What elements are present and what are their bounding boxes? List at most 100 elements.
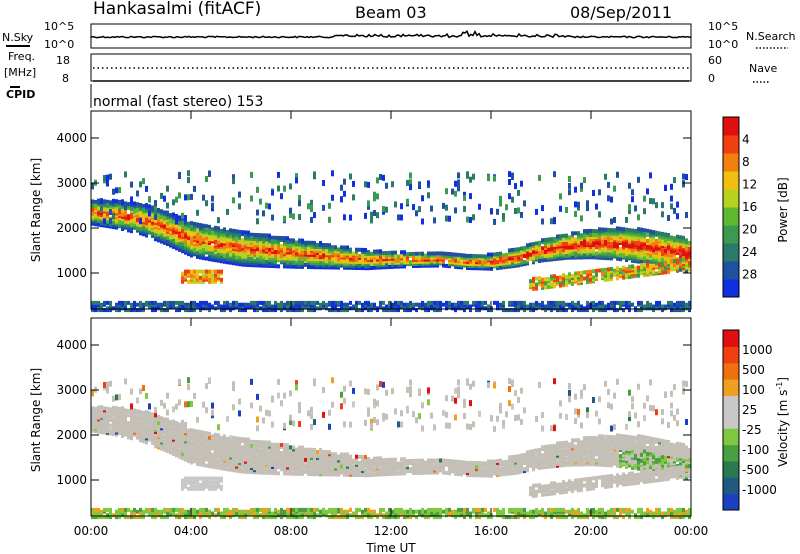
power-cell <box>148 300 151 305</box>
power-cell <box>178 235 181 240</box>
power-cell <box>250 259 253 264</box>
velocity-cell <box>133 511 136 516</box>
power-cell <box>685 252 688 257</box>
power-cell <box>610 300 613 305</box>
power-cell <box>346 265 349 270</box>
power-cell <box>256 257 259 262</box>
power-cell <box>394 254 397 259</box>
power-cell <box>217 226 220 231</box>
power-cell <box>601 255 604 260</box>
noise-sky-series <box>90 29 692 39</box>
power-cell <box>628 236 631 241</box>
power-cell <box>295 256 298 261</box>
power-cell <box>421 300 424 305</box>
power-cell <box>652 230 655 235</box>
power-cell <box>223 304 226 309</box>
velocity-cell <box>307 447 310 452</box>
velocity-cell <box>283 422 286 429</box>
power-cell <box>391 302 394 307</box>
power-cell <box>469 217 472 223</box>
power-cell <box>610 196 613 203</box>
power-cell <box>115 302 118 307</box>
power-cell <box>667 245 670 250</box>
power-cell <box>391 181 394 188</box>
power-cell <box>298 200 301 207</box>
power-cell <box>508 260 511 265</box>
power-cell <box>559 254 562 259</box>
power-cell <box>505 204 508 211</box>
power-cell <box>241 252 244 257</box>
velocity-cell <box>313 464 316 469</box>
velocity-cell <box>154 513 157 518</box>
power-cell <box>682 300 685 305</box>
power-cell <box>331 300 334 305</box>
power-cell <box>202 300 205 305</box>
power-cell <box>637 245 640 250</box>
power-cell <box>397 308 400 313</box>
power-cell <box>448 254 451 259</box>
velocity-cell <box>253 439 256 444</box>
power-cell <box>622 253 625 258</box>
velocity-cell <box>142 435 145 440</box>
power-cell <box>556 300 559 305</box>
power-cell <box>205 306 208 311</box>
velocity-cell <box>139 420 142 425</box>
power-cell <box>655 230 658 235</box>
velocity-cell <box>157 509 160 514</box>
power-cell <box>190 279 193 284</box>
power-cell <box>454 302 457 307</box>
velocity-cell <box>91 414 94 419</box>
power-cell <box>172 304 175 309</box>
power-cell <box>520 180 523 187</box>
velocity-cell <box>208 439 211 444</box>
power-cell <box>571 251 574 256</box>
power-cell <box>592 229 595 233</box>
velocity-cell <box>163 429 166 434</box>
power-cell <box>322 180 325 186</box>
power-cell <box>283 262 286 267</box>
power-cell <box>340 257 343 262</box>
power-cell <box>541 279 544 284</box>
power-cell <box>268 247 271 252</box>
power-cell <box>253 232 256 237</box>
power-cell <box>103 175 106 181</box>
power-cell <box>271 249 274 254</box>
power-cell <box>589 228 592 233</box>
velocity-cell <box>211 462 214 467</box>
velocity-cell <box>190 400 193 407</box>
power-cell <box>586 200 589 207</box>
velocity-cell <box>217 480 220 485</box>
power-cell <box>415 302 418 307</box>
power-cell <box>490 252 493 257</box>
noise-left-tick-top: 10^5 <box>44 20 74 33</box>
velocity-cell <box>109 424 112 431</box>
power-cell <box>469 256 472 260</box>
power-cell <box>481 300 484 305</box>
power-cell <box>355 249 358 254</box>
power-cell <box>553 274 556 279</box>
power-cell <box>430 205 433 212</box>
power-cell <box>343 214 346 221</box>
power-cell <box>172 240 175 245</box>
power-cell <box>607 306 610 311</box>
power-cell <box>196 236 199 241</box>
power-cell <box>283 236 286 241</box>
power-cell <box>586 229 589 233</box>
power-cell <box>484 300 487 305</box>
velocity-cell <box>118 413 121 417</box>
power-cell <box>640 227 643 232</box>
power-cell <box>526 304 529 309</box>
power-cell <box>91 209 94 214</box>
power-cell <box>214 279 217 284</box>
power-cell <box>121 227 124 231</box>
power-cell <box>643 244 646 249</box>
velocity-cell <box>196 435 199 440</box>
velocity-cell <box>310 413 313 420</box>
power-cell <box>550 308 553 313</box>
power-cell <box>259 263 262 268</box>
power-cell <box>220 235 223 239</box>
power-cell <box>91 207 94 212</box>
velocity-cell <box>295 447 298 452</box>
power-cell <box>604 227 607 232</box>
power-cell <box>283 215 286 222</box>
